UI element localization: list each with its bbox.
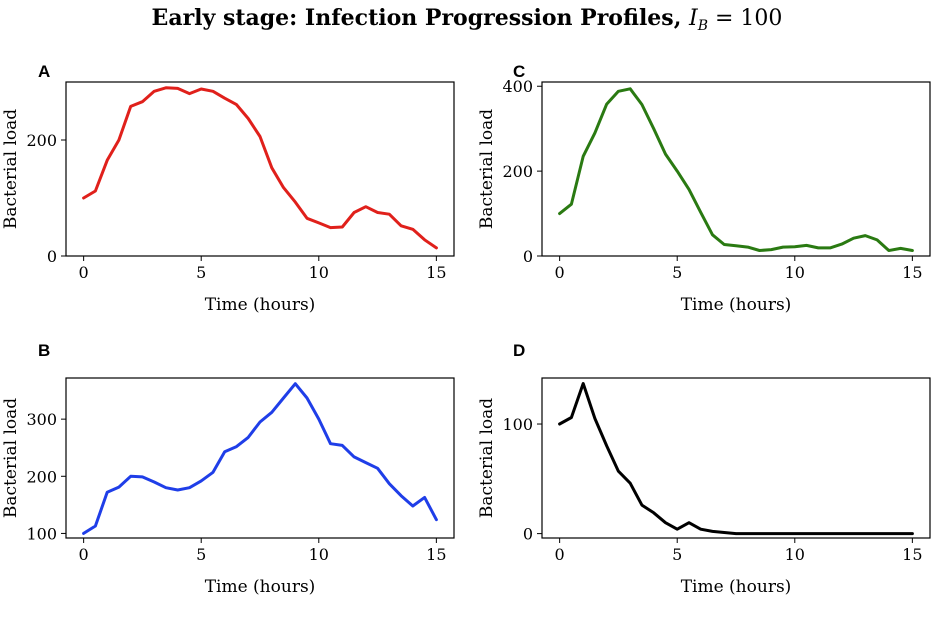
- x-tick-label: 10: [785, 263, 805, 282]
- x-tick-label: 15: [902, 263, 922, 282]
- x-tick-label: 0: [79, 263, 89, 282]
- x-tick-label: 15: [426, 263, 446, 282]
- x-tick-label: 10: [785, 545, 805, 564]
- panel-label: A: [38, 62, 50, 81]
- figure-title: Early stage: Infection Progression Profi…: [152, 5, 783, 34]
- y-tick-label: 200: [502, 162, 533, 181]
- panel-b: B 0 5 10 15 100 200 300 Time (hours) Bacterial lo…: [1, 341, 455, 597]
- x-tick-label: 0: [555, 263, 565, 282]
- x-tick-label: 15: [902, 545, 922, 564]
- panel-label: C: [513, 62, 525, 81]
- series-line: [558, 382, 914, 536]
- series-line: [82, 86, 438, 250]
- y-axis-label: Bacterial load: [1, 109, 21, 229]
- x-tick-label: 5: [196, 545, 206, 564]
- panel-label: D: [513, 341, 525, 360]
- y-axis-label: Bacterial load: [477, 109, 497, 229]
- x-axis-label: Time (hours): [681, 295, 792, 315]
- y-tick-label: 200: [26, 131, 57, 150]
- x-tick-label: 5: [196, 263, 206, 282]
- x-tick-label: 15: [426, 545, 446, 564]
- y-tick-label: 200: [26, 467, 57, 486]
- y-tick-label: 0: [523, 525, 533, 544]
- panel-d: D 0 5 10 15 0 100 Time (hours) Bacterial load: [477, 341, 931, 597]
- x-axis-label: Time (hours): [205, 295, 316, 315]
- y-axis-label: Bacterial load: [477, 398, 497, 518]
- y-tick-label: 100: [26, 524, 57, 543]
- axes-frame: [65, 377, 455, 539]
- y-tick-label: 300: [26, 410, 57, 429]
- x-tick-label: 5: [672, 263, 682, 282]
- y-tick-label: 100: [502, 415, 533, 434]
- x-tick-label: 10: [309, 263, 329, 282]
- series-line: [82, 382, 438, 535]
- panel-label: B: [38, 341, 50, 360]
- panel-c: C 0 5 10 15 0 200 400 Time (hours) Bacterial load: [477, 62, 931, 315]
- x-axis-label: Time (hours): [681, 577, 792, 597]
- x-tick-label: 5: [672, 545, 682, 564]
- axes-frame: [541, 81, 931, 257]
- y-tick-label: 0: [47, 247, 57, 266]
- y-tick-label: 0: [523, 247, 533, 266]
- y-axis-label: Bacterial load: [1, 398, 21, 518]
- x-axis-label: Time (hours): [205, 577, 316, 597]
- series-line: [558, 87, 914, 252]
- x-tick-label: 0: [79, 545, 89, 564]
- y-tick-label: 400: [502, 77, 533, 96]
- x-tick-label: 0: [555, 545, 565, 564]
- x-tick-label: 10: [309, 545, 329, 564]
- axes-frame: [541, 377, 931, 539]
- axes-frame: [65, 81, 455, 257]
- panel-a: A 0 5 10 15 0 200 Time (hours) Bacterial load: [1, 62, 455, 315]
